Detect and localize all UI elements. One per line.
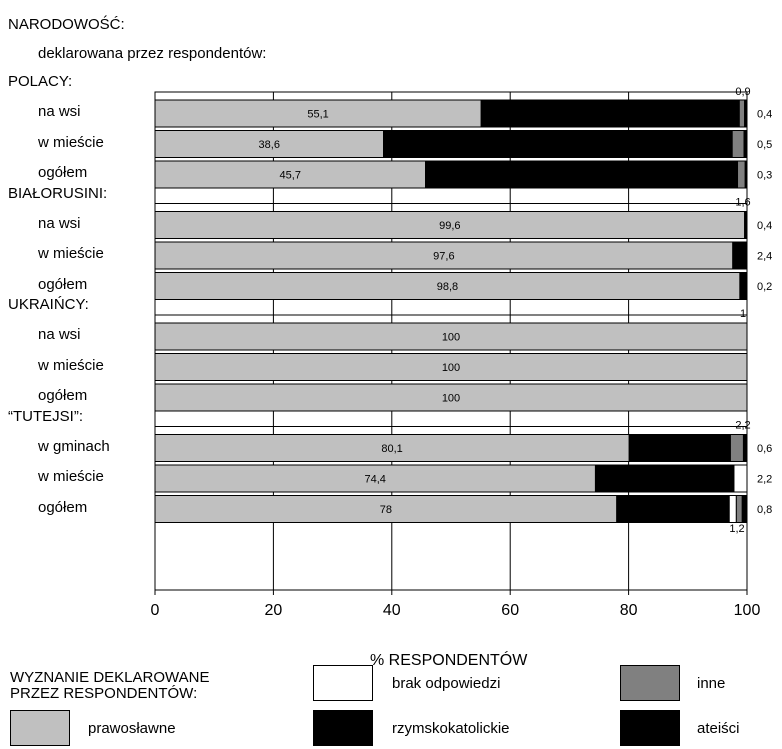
row-label: w gminach — [38, 437, 110, 455]
bar-segment-ateisci — [742, 434, 748, 462]
group-label: POLACY: — [8, 73, 73, 90]
bar-segment-prawoslawne — [154, 272, 741, 300]
row-label: w mieście — [38, 356, 104, 374]
plot-frame — [154, 91, 748, 591]
legend-label-prawoslawne: prawosławne — [88, 720, 176, 737]
bar-segment-rzymskokatolickie — [732, 241, 748, 270]
bar-value-label: 38,6 — [259, 139, 280, 151]
bar-segment-prawoslawne — [154, 160, 427, 189]
group-label: BIAŁORUSINI: — [8, 184, 108, 202]
bar-value-label: 55,1 — [307, 109, 328, 121]
row-label: w mieście — [38, 468, 104, 485]
bar-value-label: 97,6 — [433, 251, 454, 263]
bar-value-label: 100 — [442, 362, 460, 374]
group-label: UKRAIŃCY: — [8, 296, 89, 313]
x-tick-label: 40 — [383, 602, 401, 619]
group-top-note: 1,6 — [735, 197, 750, 209]
bar-side-label: 0,4 — [757, 220, 772, 232]
group-top-note: 2,2 — [735, 420, 750, 432]
row-label: ogółem — [38, 164, 88, 181]
x-tick-label: 60 — [501, 602, 519, 619]
legend-title-line2: PRZEZ RESPONDENTÓW: — [10, 685, 198, 702]
legend-swatch-ateisci — [620, 710, 680, 746]
x-tick-label: 20 — [265, 602, 283, 619]
group-top-note: 1 — [740, 308, 746, 320]
bar-segment-prawoslawne — [154, 99, 482, 128]
group-bottom-note: 1,2 — [729, 523, 744, 535]
bar-segment-prawoslawne — [154, 464, 596, 493]
legend-title-line1: WYZNANIE DEKLAROWANE — [10, 669, 210, 686]
legend-swatch-prawoslawne — [10, 710, 70, 746]
bar-segment-rzymskokatolickie — [480, 99, 740, 128]
bar-segment-rzymskokatolickie — [425, 160, 739, 189]
bar-segment-prawoslawne — [154, 241, 734, 270]
bar-segment-inne — [735, 495, 743, 523]
row-label: w mieście — [38, 133, 104, 151]
row-label: na wsi — [38, 326, 81, 343]
bar-segment-inne — [729, 434, 744, 462]
legend-swatch-rzymskokatolickie — [313, 710, 373, 746]
bar-value-label: 80,1 — [381, 443, 402, 455]
row-label: na wsi — [38, 103, 81, 120]
x-tick-label: 100 — [734, 602, 761, 619]
x-tick-label: 80 — [620, 602, 638, 619]
legend-swatch-inne — [620, 665, 680, 701]
bar-side-label: 0,8 — [757, 504, 772, 516]
bar-segment-prawoslawne — [154, 434, 630, 462]
bar-value-label: 99,6 — [439, 220, 460, 232]
legend-label-brak: brak odpowiedzi — [392, 675, 501, 692]
bar-value-label: 100 — [442, 393, 460, 405]
bar-segment-rzymskokatolickie — [739, 272, 747, 300]
row-label: ogółem — [38, 275, 88, 293]
bar-side-label: 0,3 — [757, 170, 772, 182]
bar-side-label: 0,2 — [757, 281, 772, 293]
bar-segment-ateisci — [741, 495, 748, 523]
legend-swatch-brak — [313, 665, 373, 701]
x-tick-label: 0 — [151, 602, 160, 619]
bar-value-label: 98,8 — [437, 281, 458, 293]
bar-segment-inne — [738, 99, 746, 128]
row-label: ogółem — [38, 498, 88, 516]
bar-segment-inne — [731, 130, 745, 158]
group-label: “TUTEJSI”: — [8, 407, 83, 425]
row-label: ogółem — [38, 387, 88, 404]
bar-segment-rzymskokatolickie — [383, 130, 733, 158]
bar-segment-prawoslawne — [154, 495, 618, 523]
chart-title: NARODOWOŚĆ: — [8, 16, 125, 33]
bar-segment-inne — [737, 160, 746, 189]
chart-subtitle: deklarowana przez respondentów: — [38, 45, 267, 62]
bar-value-label: 100 — [442, 332, 460, 344]
bar-segment-rzymskokatolickie — [594, 464, 735, 493]
bar-segment-prawoslawne — [154, 322, 748, 351]
row-label: na wsi — [38, 214, 81, 232]
bar-segment-rzymskokatolickie — [628, 434, 731, 462]
bar-segment-prawoslawne — [154, 353, 748, 381]
bar-segment-brak — [733, 464, 748, 493]
legend-label-inne: inne — [697, 675, 726, 692]
bar-segment-brak — [728, 495, 737, 523]
bar-value-label: 78 — [380, 504, 392, 516]
bar-side-label: 0,6 — [757, 443, 772, 455]
x-axis-label: % RESPONDENTÓW — [370, 652, 528, 669]
bar-side-label: 2,2 — [757, 474, 772, 486]
bar-side-label: 0,4 — [757, 109, 772, 121]
row-label: w mieście — [38, 245, 104, 262]
bar-value-label: 74,4 — [365, 474, 386, 486]
bar-segment-prawoslawne — [154, 211, 746, 239]
bar-side-label: 0,5 — [757, 139, 772, 151]
bar-side-label: 2,4 — [757, 251, 772, 263]
bar-value-label: 45,7 — [280, 170, 301, 182]
legend-label-rzymskokatolickie: rzymskokatolickie — [392, 720, 510, 737]
legend-label-ateisci: ateiści — [697, 720, 740, 737]
bar-segment-rzymskokatolickie — [616, 495, 730, 523]
bar-segment-prawoslawne — [154, 130, 385, 158]
